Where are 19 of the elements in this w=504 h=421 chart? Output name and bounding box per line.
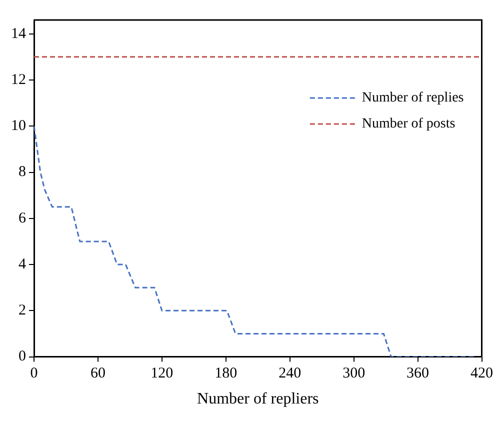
x-tick-label: 120	[150, 366, 174, 382]
y-tick-label: 0	[18, 348, 26, 365]
y-tick-label: 14	[11, 26, 26, 42]
legend-label: Number of replies	[362, 90, 464, 106]
x-tick-label: 60	[90, 366, 106, 382]
y-tick-label: 10	[11, 118, 26, 134]
x-tick-label: 180	[214, 366, 238, 382]
x-tick-label: 0	[30, 366, 38, 382]
x-tick-label: 240	[278, 366, 302, 382]
legend-label: Number of posts	[362, 116, 456, 132]
y-tick-label: 12	[11, 72, 26, 88]
y-tick-label: 4	[18, 256, 26, 272]
x-axis-title: Number of repliers	[197, 390, 319, 408]
x-tick-label: 300	[342, 366, 366, 382]
x-tick-label: 360	[406, 366, 430, 382]
y-tick-label: 2	[18, 302, 26, 319]
y-tick-label: 6	[18, 210, 26, 226]
x-tick-label: 420	[470, 366, 493, 382]
y-tick-label: 8	[18, 164, 26, 180]
